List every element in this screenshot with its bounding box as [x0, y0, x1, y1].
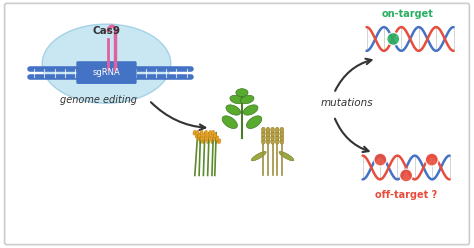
Ellipse shape	[266, 139, 270, 144]
Ellipse shape	[214, 133, 217, 138]
Ellipse shape	[200, 130, 203, 135]
Ellipse shape	[196, 130, 199, 135]
Ellipse shape	[215, 139, 218, 144]
Ellipse shape	[240, 95, 254, 104]
Ellipse shape	[387, 32, 400, 45]
Ellipse shape	[42, 24, 171, 103]
Ellipse shape	[280, 135, 284, 140]
Ellipse shape	[207, 139, 210, 144]
Ellipse shape	[266, 135, 270, 140]
Ellipse shape	[204, 136, 208, 141]
Ellipse shape	[262, 139, 265, 144]
FancyBboxPatch shape	[76, 61, 137, 84]
Ellipse shape	[280, 127, 284, 133]
Ellipse shape	[204, 130, 208, 135]
Ellipse shape	[198, 133, 201, 138]
Ellipse shape	[200, 136, 203, 141]
Ellipse shape	[222, 116, 237, 128]
Ellipse shape	[400, 169, 412, 182]
Ellipse shape	[251, 152, 266, 161]
Ellipse shape	[209, 136, 212, 141]
Ellipse shape	[218, 139, 221, 144]
Ellipse shape	[262, 135, 265, 140]
Ellipse shape	[197, 136, 201, 141]
Ellipse shape	[275, 131, 279, 136]
Ellipse shape	[202, 133, 205, 138]
Ellipse shape	[262, 131, 265, 136]
Ellipse shape	[280, 139, 284, 144]
Ellipse shape	[230, 95, 244, 104]
Ellipse shape	[243, 105, 258, 115]
Ellipse shape	[271, 135, 274, 140]
Text: genome editing: genome editing	[60, 95, 137, 105]
Ellipse shape	[262, 127, 265, 133]
Ellipse shape	[266, 127, 270, 133]
Ellipse shape	[246, 116, 262, 128]
Ellipse shape	[211, 139, 214, 144]
Text: Cas9: Cas9	[92, 26, 120, 36]
Text: on-target: on-target	[382, 9, 434, 19]
Ellipse shape	[266, 131, 270, 136]
Ellipse shape	[195, 133, 198, 138]
Ellipse shape	[271, 131, 274, 136]
Ellipse shape	[193, 130, 196, 135]
Ellipse shape	[275, 139, 279, 144]
Text: sgRNA: sgRNA	[92, 68, 120, 77]
Ellipse shape	[200, 139, 202, 144]
Ellipse shape	[213, 136, 216, 141]
Ellipse shape	[216, 136, 219, 141]
Ellipse shape	[211, 133, 214, 138]
Text: mutations: mutations	[321, 98, 374, 108]
Ellipse shape	[100, 62, 123, 82]
Ellipse shape	[207, 133, 210, 138]
Ellipse shape	[271, 127, 274, 133]
Ellipse shape	[226, 105, 241, 115]
Ellipse shape	[374, 153, 387, 166]
Ellipse shape	[279, 152, 294, 161]
Ellipse shape	[236, 89, 248, 96]
Ellipse shape	[209, 130, 212, 135]
Ellipse shape	[425, 153, 438, 166]
Ellipse shape	[275, 135, 279, 140]
Ellipse shape	[211, 130, 215, 135]
Ellipse shape	[275, 127, 279, 133]
Ellipse shape	[280, 131, 284, 136]
Ellipse shape	[271, 139, 274, 144]
Text: off-target ?: off-target ?	[375, 190, 437, 200]
Ellipse shape	[202, 139, 205, 144]
